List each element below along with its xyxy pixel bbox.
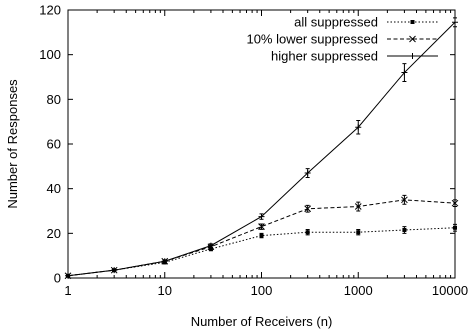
series-layer bbox=[64, 17, 459, 280]
x-tick-label: 10000 bbox=[432, 283, 468, 298]
data-point bbox=[65, 272, 71, 279]
series-2 bbox=[65, 17, 458, 279]
legend-label: all suppressed bbox=[294, 15, 378, 30]
y-tick-label: 20 bbox=[47, 226, 61, 241]
y-tick-label: 80 bbox=[47, 92, 61, 107]
data-point bbox=[452, 19, 458, 26]
legend-label: higher suppressed bbox=[271, 49, 378, 64]
x-axis-label: Number of Receivers (n) bbox=[191, 314, 333, 329]
data-point bbox=[258, 223, 265, 230]
x-tick-label: 100 bbox=[251, 283, 273, 298]
data-point bbox=[304, 170, 311, 177]
data-point bbox=[401, 196, 408, 204]
data-point bbox=[354, 203, 362, 210]
data-point bbox=[258, 213, 265, 220]
x-tick-label: 1 bbox=[64, 283, 71, 298]
legend: all suppressed 10% lower suppressed higher… bbox=[246, 15, 438, 64]
series-0 bbox=[66, 223, 457, 278]
series-line bbox=[67, 199, 456, 277]
y-tick-label: 40 bbox=[47, 181, 61, 196]
legend-label: 10% lower suppressed bbox=[246, 32, 378, 47]
legend-marker bbox=[410, 20, 415, 24]
y-tick-label: 120 bbox=[39, 3, 61, 18]
x-tick-label: 1000 bbox=[344, 283, 373, 298]
y-tick-label: 100 bbox=[39, 47, 61, 62]
data-point bbox=[111, 267, 118, 274]
legend-marker bbox=[409, 35, 416, 43]
data-point bbox=[402, 227, 407, 232]
data-point bbox=[161, 258, 168, 265]
data-point bbox=[305, 230, 310, 235]
data-point bbox=[356, 230, 361, 235]
legend-marker bbox=[409, 53, 416, 59]
y-tick-label: 0 bbox=[54, 271, 61, 286]
data-point bbox=[401, 69, 408, 76]
data-point bbox=[355, 124, 362, 131]
data-point bbox=[451, 199, 459, 207]
y-tick-label: 60 bbox=[47, 137, 61, 152]
data-point bbox=[453, 225, 457, 230]
data-point bbox=[207, 242, 214, 249]
data-point bbox=[304, 205, 312, 213]
x-tick-label: 10 bbox=[158, 283, 172, 298]
y-axis-label: Number of Responses bbox=[5, 79, 20, 209]
data-point bbox=[259, 233, 264, 238]
